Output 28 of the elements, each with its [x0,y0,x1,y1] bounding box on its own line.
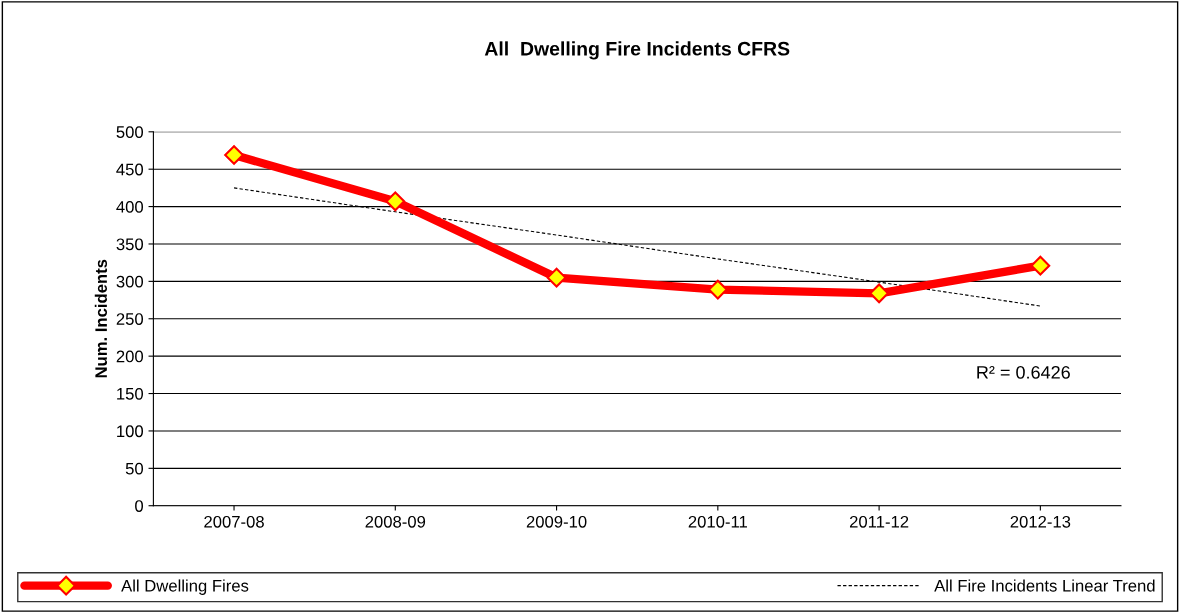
x-tick-label: 2008-09 [365,515,426,528]
y-tick-label: 400 [116,200,144,213]
x-tick-label: 2007-08 [204,515,264,528]
y-tick-label: 500 [116,126,144,138]
x-tick-label: 2011-12 [849,515,909,528]
point [707,279,728,300]
point [869,283,889,304]
y-tick-label: 200 [116,350,144,363]
y-tick-label: 50 [125,462,144,475]
y-axis-title: Num. Incidents [94,259,108,378]
legend-label: All Fire Incidents Linear Trend [934,579,1155,592]
point [224,145,244,165]
point [546,267,567,288]
x-tick-label: 2012-13 [1010,515,1071,528]
chart-title: All Dwelling Fire Incidents CFRS [484,41,790,60]
y-tick-label: 100 [117,425,144,438]
y-tick-label: 450 [116,163,144,176]
y-tick-label: 300 [116,275,144,288]
y-tick-label: 150 [117,387,144,400]
y-tick-label: 350 [116,238,144,251]
y-tick-label: 250 [116,313,144,325]
annotation: R² = 0.6426 [977,365,1070,379]
y-tick-label: 0 [135,500,144,512]
x-tick-label: 2010-11 [688,515,747,528]
point [385,191,406,212]
x-tick-label: 2009-10 [526,515,587,528]
point [1030,255,1051,276]
legend-label: All Dwelling Fires [121,579,249,595]
